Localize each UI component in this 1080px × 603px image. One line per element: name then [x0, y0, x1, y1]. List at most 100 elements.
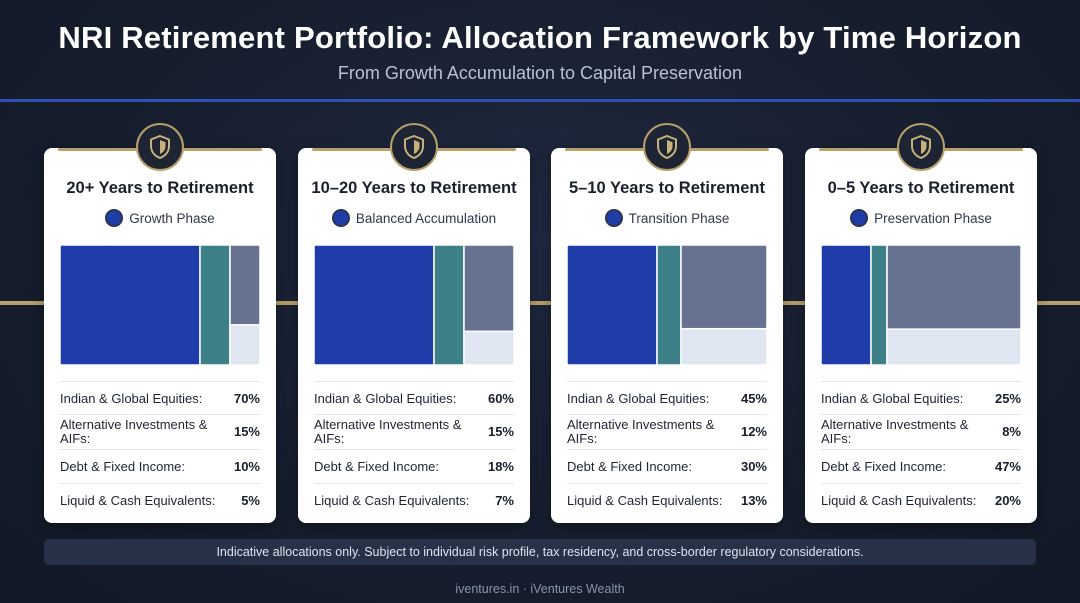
allocation-table: Indian & Global Equities: 45% Alternative…: [567, 381, 767, 517]
liquid-block: [229, 324, 260, 365]
row-value: 25%: [994, 390, 1021, 406]
row-label: Alternative Investments & AIFs:: [60, 417, 208, 446]
phase-text: Transition Phase: [628, 210, 730, 226]
table-row: Liquid & Cash Equivalents: 5%: [60, 483, 260, 517]
shield-icon: [911, 135, 931, 159]
equities-block: [60, 245, 201, 365]
alternatives-block: [656, 245, 682, 365]
allocation-table: Indian & Global Equities: 70% Alternative…: [60, 381, 260, 517]
row-value: 10%: [233, 459, 260, 474]
shield-icon: [404, 135, 424, 159]
row-value: 5%: [241, 493, 260, 508]
dot-icon: [331, 209, 350, 227]
page-subtitle: From Growth Accumulation to Capital Pres…: [337, 63, 743, 83]
dot-icon: [604, 209, 623, 227]
table-row: Debt & Fixed Income: 47%: [821, 449, 1021, 483]
card-title: 20+ Years to Retirement: [66, 179, 254, 197]
table-row: Alternative Investments & AIFs: 12%: [567, 414, 767, 449]
treemap-svg: [60, 245, 260, 365]
shield-badge: [897, 123, 945, 171]
row-value: 47%: [994, 459, 1021, 474]
card-5-10-years: 5–10 Years to Retirement Transition Phas…: [551, 123, 783, 523]
phase-text: Preservation Phase: [874, 210, 992, 226]
shield-badge: [643, 123, 691, 171]
card-20-plus-years: 20+ Years to Retirement Growth Phase Ind…: [44, 123, 276, 523]
table-row: Debt & Fixed Income: 30%: [567, 449, 767, 483]
row-value: 15%: [487, 424, 514, 439]
phase-text: Balanced Accumulation: [355, 210, 497, 226]
phase-label: Balanced Accumulation: [298, 209, 530, 227]
row-value: 18%: [487, 459, 514, 474]
allocation-treemap: [314, 245, 514, 365]
card-title: 10–20 Years to Retirement: [311, 179, 517, 197]
row-label: Indian & Global Equities:: [567, 390, 710, 406]
liquid-block: [680, 327, 767, 365]
table-row: Liquid & Cash Equivalents: 20%: [821, 483, 1021, 517]
allocation-table: Indian & Global Equities: 25% Alternative…: [821, 381, 1021, 517]
row-value: 45%: [740, 390, 767, 406]
row-label: Debt & Fixed Income:: [821, 459, 946, 474]
header-divider: [0, 99, 1080, 102]
allocation-treemap: [821, 245, 1021, 365]
table-row: Alternative Investments & AIFs: 15%: [314, 414, 514, 449]
debt-block: [229, 245, 260, 326]
phase-label: Transition Phase: [551, 209, 783, 227]
table-row: Indian & Global Equities: 60%: [314, 381, 514, 414]
treemap-svg: [567, 245, 767, 365]
card-10-20-years: 10–20 Years to Retirement Balanced Accum…: [298, 123, 530, 523]
row-label: Liquid & Cash Equivalents:: [314, 493, 470, 508]
disclaimer-note: Indicative allocations only. Subject to …: [44, 539, 1036, 565]
row-label: Debt & Fixed Income:: [60, 459, 185, 474]
table-row: Debt & Fixed Income: 10%: [60, 449, 260, 483]
alternatives-block: [433, 245, 465, 365]
row-value: 20%: [994, 493, 1021, 508]
page-title: NRI Retirement Portfolio: Allocation Fra…: [58, 20, 1022, 55]
shield-badge: [136, 123, 184, 171]
row-label: Indian & Global Equities:: [821, 390, 964, 406]
allocation-table: Indian & Global Equities: 60% Alternative…: [314, 381, 514, 517]
table-row: Liquid & Cash Equivalents: 7%: [314, 483, 514, 517]
alternatives-block: [870, 245, 888, 365]
shield-icon: [657, 135, 677, 159]
card-0-5-years: 0–5 Years to Retirement Preservation Pha…: [805, 123, 1037, 523]
row-label: Alternative Investments & AIFs:: [314, 417, 462, 446]
row-value: 15%: [233, 424, 260, 439]
footer-credit: iventures.in · iVentures Wealth: [455, 582, 625, 596]
row-value: 70%: [233, 390, 260, 406]
row-value: 7%: [495, 493, 514, 508]
card-title: 0–5 Years to Retirement: [827, 179, 1015, 197]
treemap-svg: [821, 245, 1021, 365]
shield-icon: [150, 135, 170, 159]
table-row: Alternative Investments & AIFs: 15%: [60, 414, 260, 449]
row-value: 13%: [740, 493, 767, 508]
debt-block: [886, 245, 1021, 330]
table-row: Indian & Global Equities: 25%: [821, 381, 1021, 414]
debt-block: [680, 245, 767, 330]
debt-block: [463, 245, 514, 333]
phase-label: Preservation Phase: [805, 209, 1037, 227]
liquid-block: [463, 330, 514, 365]
row-label: Indian & Global Equities:: [60, 390, 203, 406]
row-label: Indian & Global Equities:: [314, 390, 457, 406]
phase-label: Growth Phase: [44, 209, 276, 227]
alternatives-block: [199, 245, 231, 365]
timeline-bar: [0, 301, 1080, 305]
allocation-treemap: [60, 245, 260, 365]
table-row: Debt & Fixed Income: 18%: [314, 449, 514, 483]
card-title: 5–10 Years to Retirement: [569, 179, 765, 197]
table-row: Alternative Investments & AIFs: 8%: [821, 414, 1021, 449]
dot-icon: [105, 209, 124, 227]
treemap-svg: [314, 245, 514, 365]
row-label: Liquid & Cash Equivalents:: [821, 493, 977, 508]
liquid-block: [886, 328, 1021, 365]
row-label: Liquid & Cash Equivalents:: [60, 493, 216, 508]
row-label: Liquid & Cash Equivalents:: [567, 493, 723, 508]
row-value: 30%: [740, 459, 767, 474]
shield-badge: [390, 123, 438, 171]
row-value: 60%: [487, 390, 514, 406]
row-label: Alternative Investments & AIFs:: [821, 417, 969, 446]
row-label: Alternative Investments & AIFs:: [567, 417, 715, 446]
table-row: Indian & Global Equities: 45%: [567, 381, 767, 414]
equities-block: [821, 245, 872, 365]
table-row: Liquid & Cash Equivalents: 13%: [567, 483, 767, 517]
